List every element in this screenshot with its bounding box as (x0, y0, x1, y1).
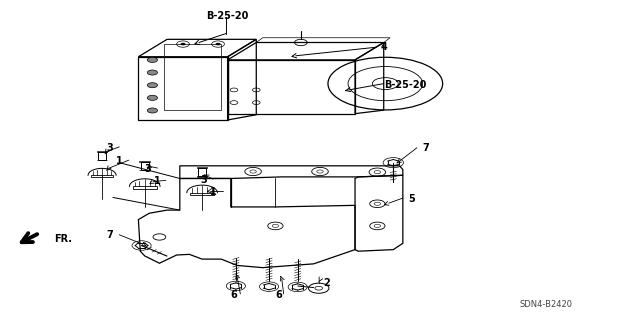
Circle shape (147, 108, 157, 113)
Text: FR.: FR. (54, 234, 72, 244)
Text: 6: 6 (230, 290, 237, 300)
Circle shape (147, 95, 157, 100)
Text: 3: 3 (200, 175, 207, 185)
Circle shape (147, 83, 157, 88)
Circle shape (216, 43, 221, 45)
Text: 5: 5 (408, 194, 415, 204)
Text: 6: 6 (275, 290, 282, 300)
Circle shape (180, 43, 186, 45)
Text: 1: 1 (154, 176, 161, 186)
Text: 7: 7 (106, 230, 113, 241)
Text: 7: 7 (422, 144, 429, 153)
Text: 1: 1 (210, 187, 217, 197)
Text: 2: 2 (323, 278, 330, 288)
Text: B-25-20: B-25-20 (384, 80, 426, 90)
Text: 4: 4 (381, 42, 387, 52)
Text: 3: 3 (106, 144, 113, 153)
Text: 1: 1 (116, 156, 122, 166)
Text: SDN4-B2420: SDN4-B2420 (520, 300, 573, 309)
Circle shape (147, 70, 157, 75)
Text: 3: 3 (145, 164, 151, 174)
Text: B-25-20: B-25-20 (207, 11, 249, 21)
Circle shape (147, 57, 157, 63)
